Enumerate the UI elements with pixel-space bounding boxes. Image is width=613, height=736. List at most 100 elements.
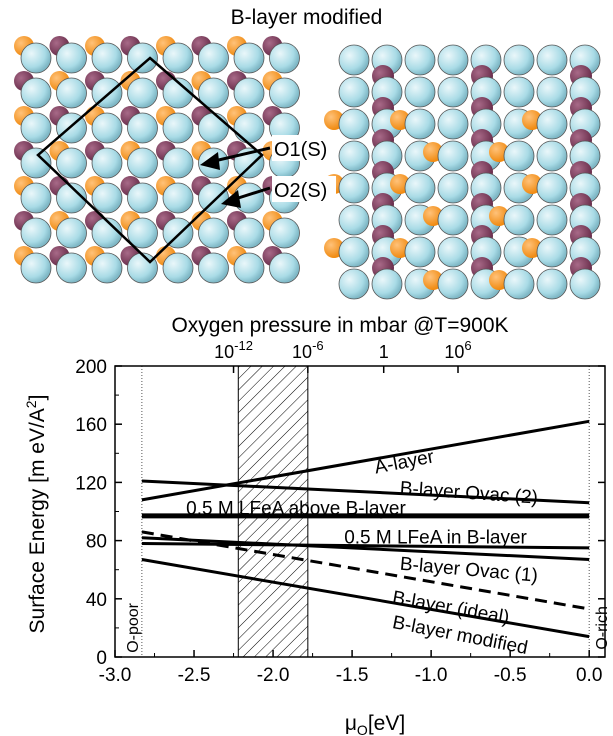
oxygen-atom — [20, 217, 52, 249]
series-label: A-layer — [373, 446, 437, 478]
oxygen-atom — [56, 42, 87, 74]
oxygen-atom — [503, 140, 535, 172]
y-tick-label: 120 — [75, 473, 107, 494]
oxygen-atom — [404, 108, 436, 140]
oxygen-atom — [536, 140, 568, 172]
oxygen-atom — [569, 268, 601, 300]
oxygen-atom — [127, 182, 158, 214]
oxygen-atom — [56, 217, 87, 249]
oxygen-atom — [91, 147, 123, 179]
oxygen-atom — [536, 236, 568, 268]
top-tick-label: 10-12 — [214, 338, 253, 362]
series-line — [141, 479, 590, 505]
oxygen-atom — [162, 42, 194, 74]
oxygen-atom — [91, 42, 123, 74]
oxygen-atom — [269, 217, 300, 249]
oxygen-atom — [162, 252, 194, 284]
x-tick-label: -2.5 — [178, 665, 211, 686]
series-label: B-layer Ovac (2) — [399, 478, 538, 509]
oxygen-atom — [338, 108, 370, 140]
series-label: 0.5 M LFeA above B-layer — [186, 498, 406, 519]
series-line — [141, 419, 590, 502]
oxygen-atom — [503, 268, 535, 300]
oxygen-atom — [198, 42, 229, 74]
x-tick-label: -0.5 — [494, 665, 527, 686]
oxygen-atom — [503, 44, 535, 76]
oxygen-atom — [536, 172, 568, 204]
series-line — [141, 536, 590, 562]
label-o1: O1(S) — [274, 139, 327, 161]
oxygen-atom — [198, 77, 229, 109]
top-tick-label: 1 — [379, 342, 389, 362]
oxygen-atom — [233, 77, 265, 109]
label-pointers — [200, 146, 271, 208]
series-line — [141, 558, 590, 639]
oxygen-atom — [233, 252, 265, 284]
series-label: 0.5 M LFeA in B-layer — [344, 528, 527, 549]
annotations: O-poor O-rich — [125, 602, 611, 652]
x-tick-label: 0.0 — [576, 665, 602, 686]
unit-cell-outline — [36, 56, 264, 264]
oxygen-atom — [269, 42, 300, 74]
oxygen-atom — [437, 76, 469, 108]
oxygen-atom — [91, 252, 123, 284]
top-axis-label: Oxygen pressure in mbar @T=900K — [171, 314, 508, 337]
y-tick-label: 0 — [96, 648, 107, 669]
oxygen-atom — [404, 44, 436, 76]
oxygen-atom — [437, 204, 469, 236]
label-o2: O2(S) — [274, 180, 327, 202]
oxygen-atom — [338, 236, 370, 268]
oxygen-atom — [56, 182, 87, 214]
annotation-o-rich: O-rich — [594, 606, 611, 650]
oxygen-atom — [437, 236, 469, 268]
oxygen-atom — [338, 172, 370, 204]
oxygen-atom — [198, 252, 229, 284]
top-view-structure — [14, 36, 300, 284]
oxygen-atom — [233, 217, 265, 249]
oxygen-atom — [536, 76, 568, 108]
oxygen-atom — [437, 108, 469, 140]
oxygen-atom — [91, 182, 123, 214]
oxygen-atom — [127, 42, 158, 74]
oxygen-atom — [437, 268, 469, 300]
oxygen-atom — [198, 182, 229, 214]
oxygen-atom — [338, 140, 370, 172]
oxygen-atom — [56, 77, 87, 109]
oxygen-atom — [233, 112, 265, 144]
oxygen-atom — [91, 217, 123, 249]
oxygen-atom — [503, 76, 535, 108]
x-axis-label: μO[eV] — [345, 712, 405, 736]
oxygen-atom — [371, 268, 403, 300]
oxygen-atom — [20, 252, 52, 284]
oxygen-atom — [198, 112, 229, 144]
oxygen-atom — [20, 182, 52, 214]
oxygen-atom — [56, 252, 87, 284]
y-tick-label: 160 — [75, 415, 107, 436]
top-tick-label: 106 — [444, 338, 471, 362]
oxygen-atom — [162, 182, 194, 214]
x-tick-label: -3.0 — [99, 665, 132, 686]
oxygen-atom — [91, 112, 123, 144]
structure-illustrations: O1(S) O2(S) — [14, 36, 601, 300]
oxygen-atom — [127, 112, 158, 144]
oxygen-atom — [536, 204, 568, 236]
oxygen-atom — [233, 42, 265, 74]
y-axis-label: Surface Energy [m eV/A2] — [23, 395, 49, 634]
oxygen-atom — [127, 147, 158, 179]
oxygen-atom — [503, 204, 535, 236]
y-tick-label: 40 — [86, 590, 107, 611]
oxygen-atom — [437, 140, 469, 172]
oxygen-atom — [162, 217, 194, 249]
oxygen-atom — [127, 77, 158, 109]
oxygen-atom — [338, 44, 370, 76]
top-tick-label: 10-6 — [292, 338, 324, 362]
oxygen-atom — [269, 77, 300, 109]
oxygen-atom — [56, 147, 87, 179]
series-line — [141, 542, 590, 550]
oxygen-atom — [338, 268, 370, 300]
oxygen-atom — [20, 147, 52, 179]
oxygen-atom — [338, 204, 370, 236]
oxygen-atom — [404, 76, 436, 108]
